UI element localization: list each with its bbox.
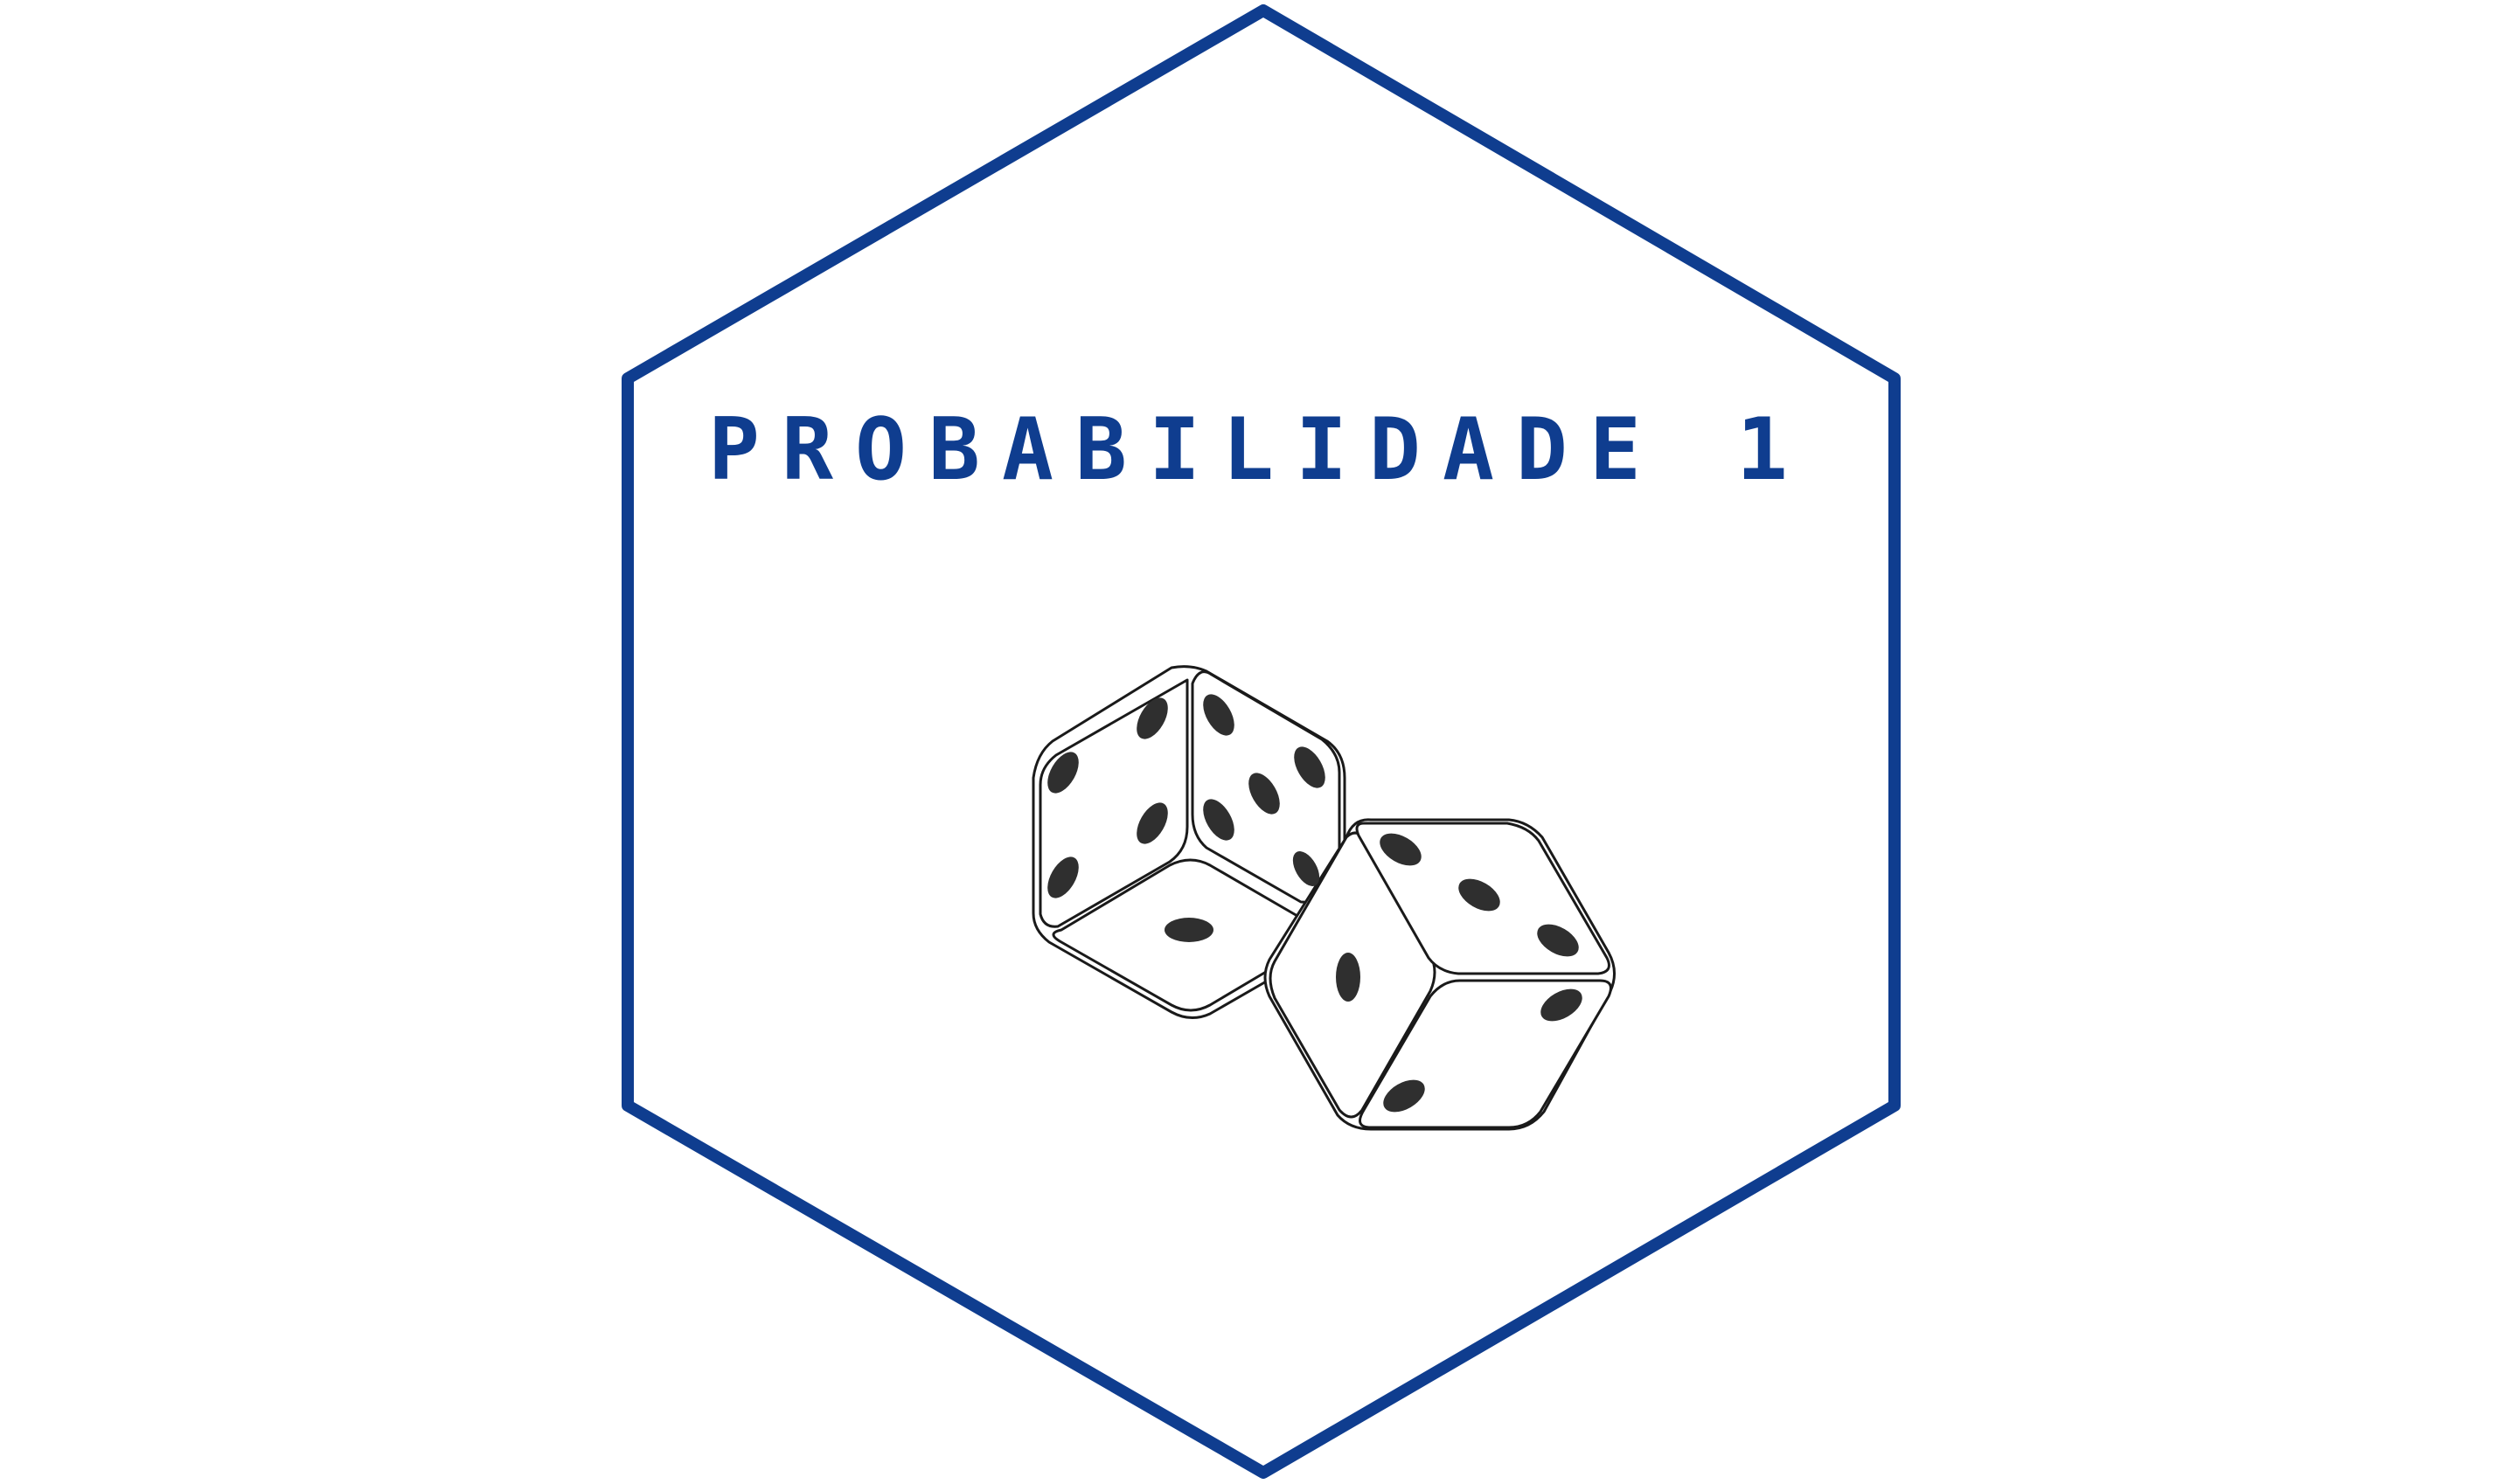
pip: [1047, 856, 1079, 898]
pip: [1383, 1079, 1425, 1113]
pip: [1540, 988, 1582, 1022]
pip: [1336, 953, 1360, 1002]
pip: [1047, 752, 1079, 794]
pip: [1248, 773, 1280, 815]
dice-pips: [1047, 694, 1582, 1113]
pip: [1165, 918, 1213, 942]
pip: [1137, 697, 1168, 739]
pip: [1137, 802, 1168, 844]
pip: [1203, 694, 1234, 736]
logo-title: PROBABILIDADE 1: [707, 400, 1810, 500]
pip: [1380, 833, 1422, 866]
dice-icon: [1032, 665, 1616, 1131]
pip: [1294, 746, 1325, 788]
hexagon-frame: [622, 4, 1901, 1479]
pip: [1292, 851, 1320, 886]
pip: [1537, 924, 1579, 957]
pip: [1458, 878, 1500, 912]
pip: [1203, 799, 1234, 841]
